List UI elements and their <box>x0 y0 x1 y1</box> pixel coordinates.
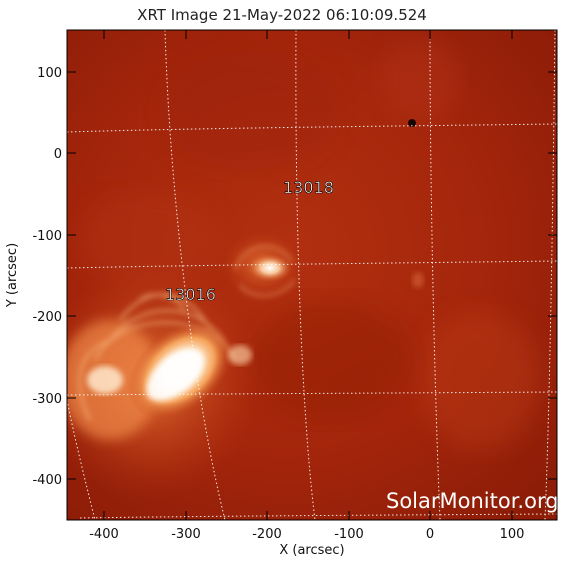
x-tick-label: -300 <box>171 527 201 542</box>
x-tick-label: 100 <box>500 527 525 542</box>
y-tick-label: -100 <box>32 229 62 244</box>
image-title: XRT Image 21-May-2022 06:10:09.524 <box>137 6 427 24</box>
y-axis-label: Y (arcsec) <box>5 243 20 308</box>
plot-frame <box>66 29 558 521</box>
y-tick-label: -200 <box>32 310 62 325</box>
y-tick-label: -300 <box>32 392 62 407</box>
x-tick-label: -400 <box>89 527 119 542</box>
axis-ticks <box>67 30 557 520</box>
x-tick-label: 0 <box>426 527 434 542</box>
x-axis-label: X (arcsec) <box>279 543 344 558</box>
xrt-image: 13018 13016 SolarMonitor.org <box>67 30 559 520</box>
ar-label-13018: 13018 <box>283 178 334 197</box>
heliographic-grid <box>67 30 557 520</box>
ar-label-13016: 13016 <box>165 285 216 304</box>
y-tick-label: 100 <box>37 66 62 81</box>
x-tick-label: -200 <box>252 527 282 542</box>
x-tick-label: -100 <box>334 527 364 542</box>
watermark: SolarMonitor.org <box>386 489 559 513</box>
y-tick-label: 0 <box>54 147 62 162</box>
y-tick-label: -400 <box>32 473 62 488</box>
